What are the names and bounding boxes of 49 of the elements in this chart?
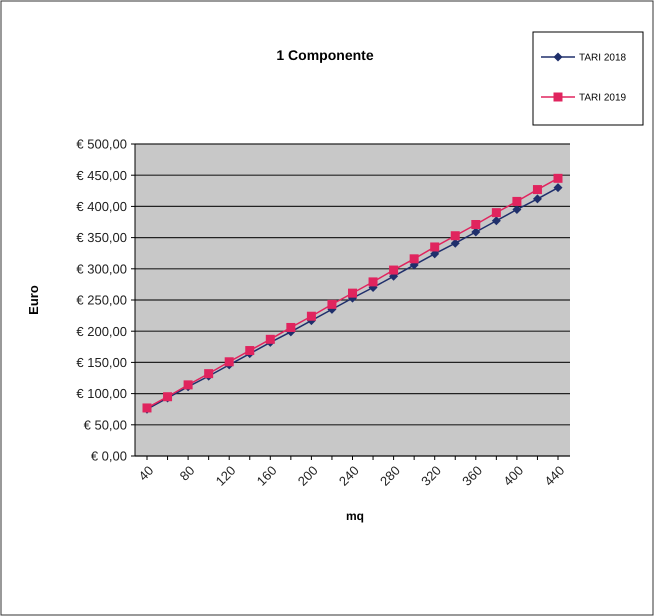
y-tick-label: € 400,00 (76, 198, 127, 214)
y-tick-label: € 100,00 (76, 386, 127, 402)
point (224, 357, 234, 366)
x-tick-label: 320 (418, 462, 444, 489)
point (492, 208, 501, 218)
point (410, 254, 419, 264)
x-tick-label: 40 (136, 462, 156, 484)
point (512, 196, 522, 206)
point (554, 183, 562, 192)
point (266, 334, 275, 344)
x-tick-label: 160 (254, 462, 280, 489)
x-tick-label: 280 (376, 462, 403, 489)
y-axis-title: Euro (26, 285, 41, 315)
x-tick-label: 200 (294, 462, 321, 489)
point (327, 300, 336, 309)
x-tick-label: 120 (212, 462, 239, 489)
point (245, 346, 254, 356)
y-tick-label: € 300,00 (76, 261, 127, 276)
point (554, 174, 562, 183)
y-tick-label: € 50,00 (84, 417, 127, 432)
y-tick-label: € 0,00 (90, 448, 127, 464)
y-tick-label: € 450,00 (76, 168, 127, 183)
chart-title: 1 Componente (276, 47, 374, 63)
y-tick-label: € 350,00 (76, 230, 127, 246)
y-tick-label: € 150,00 (76, 354, 127, 370)
point (532, 194, 542, 204)
x-tick-label: 360 (459, 462, 486, 489)
point (430, 242, 440, 252)
legend-label: TARI 2019 (579, 92, 626, 104)
point (512, 205, 522, 214)
point (471, 220, 480, 229)
point (492, 216, 501, 226)
legend-label: TARI 2018 (579, 52, 626, 64)
x-tick-label: 440 (541, 462, 568, 489)
x-axis-title: mq (346, 509, 364, 523)
point (306, 312, 316, 321)
x-tick-label: 240 (336, 462, 362, 489)
point (450, 231, 460, 240)
point (348, 288, 357, 298)
x-tick-label: 400 (500, 462, 526, 489)
y-tick-label: € 200,00 (76, 324, 127, 339)
point (286, 322, 296, 332)
y-tick-label: € 250,00 (76, 292, 127, 308)
y-tick-label: € 500,00 (76, 136, 127, 152)
x-tick-label: 80 (176, 462, 198, 484)
point (389, 266, 398, 275)
point (532, 185, 542, 194)
point (204, 369, 214, 378)
point (368, 277, 378, 286)
